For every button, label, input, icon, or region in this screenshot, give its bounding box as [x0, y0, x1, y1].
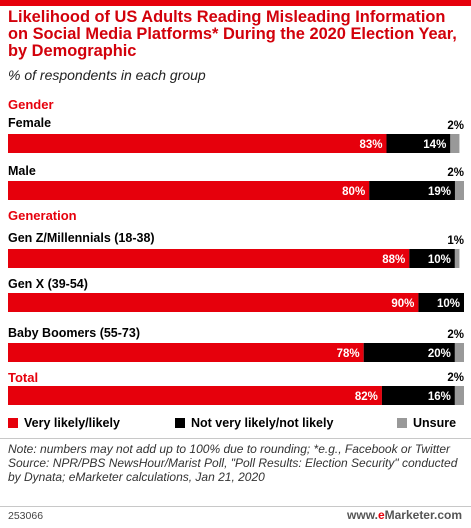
bar-1-0	[8, 181, 370, 200]
data-label-1-2: 2%	[447, 167, 464, 179]
group-label-1: Generation	[8, 208, 77, 223]
bar-4-1	[363, 343, 455, 362]
data-label-0-0: 83%	[359, 139, 382, 151]
brand-rest: Marketer.com	[384, 508, 462, 522]
bar-0-2	[450, 134, 460, 153]
bar-5-1	[381, 386, 455, 405]
data-label-0-1: 14%	[423, 139, 446, 151]
top-accent-bar	[0, 0, 471, 6]
legend-swatch-not	[175, 418, 185, 428]
legend-label-not: Not very likely/not likely	[191, 416, 334, 430]
data-label-5-2: 2%	[447, 372, 464, 384]
data-label-2-2: 1%	[447, 235, 464, 247]
legend-swatch-unsure	[397, 418, 407, 428]
legend-label-very: Very likely/likely	[24, 416, 120, 430]
data-label-5-1: 16%	[428, 391, 451, 403]
bar-1-1	[369, 181, 455, 200]
bar-2-2	[454, 249, 460, 268]
bar-2-0	[8, 249, 410, 268]
bar-3-0	[8, 293, 419, 312]
notes: Note: numbers may not add up to 100% due…	[8, 442, 464, 484]
data-label-4-0: 78%	[337, 348, 360, 360]
group-label-2: Total	[8, 370, 38, 385]
bar-3-1	[418, 293, 464, 312]
data-label-3-1: 10%	[437, 298, 460, 310]
chart-legend: Very likely/likely Not very likely/not l…	[8, 416, 464, 434]
data-label-1-0: 80%	[342, 186, 365, 198]
divider-top	[0, 438, 471, 439]
note-text: Note: numbers may not add up to 100% due…	[8, 442, 451, 456]
bar-0-0	[8, 134, 387, 153]
data-label-5-0: 82%	[355, 391, 378, 403]
brand-e: e	[377, 508, 385, 522]
legend-item-unsure: Unsure	[397, 416, 456, 430]
legend-item-not: Not very likely/not likely	[175, 416, 333, 430]
bar-5-2	[454, 386, 464, 405]
row-label-2: Gen Z/Millennials (18-38)	[8, 231, 155, 245]
group-label-0: Gender	[8, 97, 54, 112]
chart-title: Likelihood of US Adults Reading Misleadi…	[8, 8, 457, 60]
legend-swatch-very	[8, 418, 18, 428]
bar-0-1	[386, 134, 451, 153]
brand-logo[interactable]: www.eMarketer.com	[347, 508, 462, 522]
chart-id: 253066	[8, 510, 44, 522]
bar-2-1	[409, 249, 455, 268]
row-label-4: Baby Boomers (55-73)	[8, 326, 140, 340]
chart-subtitle: % of respondents in each group	[8, 67, 206, 83]
bar-5-0	[8, 386, 382, 405]
divider-bottom	[0, 506, 471, 507]
legend-item-very: Very likely/likely	[8, 416, 120, 430]
data-label-2-1: 10%	[428, 254, 451, 266]
bar-4-2	[454, 343, 464, 362]
row-label-0: Female	[8, 116, 51, 130]
bar-1-2	[454, 181, 464, 200]
bar-4-0	[8, 343, 364, 362]
data-label-0-2: 2%	[447, 120, 464, 132]
data-label-4-1: 20%	[428, 348, 451, 360]
row-label-1: Male	[8, 164, 36, 178]
data-label-3-0: 90%	[391, 298, 414, 310]
legend-label-unsure: Unsure	[413, 416, 457, 430]
row-label-3: Gen X (39-54)	[8, 277, 88, 291]
data-label-1-1: 19%	[428, 186, 451, 198]
data-label-4-2: 2%	[447, 329, 464, 341]
data-label-2-0: 88%	[382, 254, 405, 266]
source-text: Source: NPR/PBS NewsHour/Marist Poll, "P…	[8, 456, 458, 484]
brand-prefix: www.	[347, 508, 378, 522]
